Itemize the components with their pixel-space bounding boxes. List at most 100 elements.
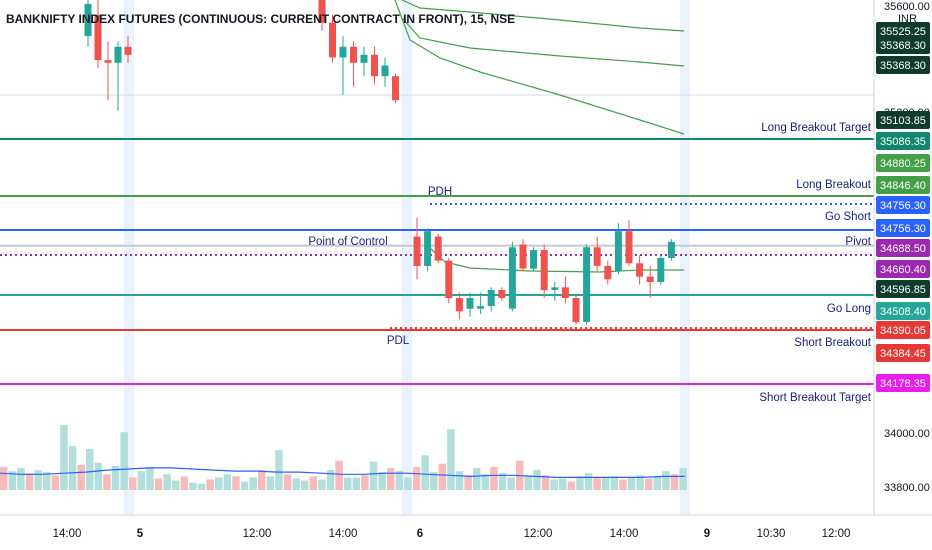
session-band [402, 0, 412, 515]
moving-average-line [401, 0, 685, 32]
volume-bar [318, 479, 326, 490]
volume-bar [51, 475, 60, 490]
candle-body [593, 247, 601, 266]
session-band [124, 0, 134, 515]
volume-bar [249, 477, 257, 490]
moving-average-line [394, 0, 685, 135]
volume-bar [627, 477, 636, 490]
price-axis: 35600.0035400.0035200.0034000.0033800.00… [873, 0, 932, 515]
candle-body [667, 241, 675, 258]
level-label: Long Breakout [796, 179, 872, 191]
volume-bar [507, 477, 515, 490]
volume-bar [103, 474, 111, 490]
volume-bar [163, 474, 171, 490]
price-badge [876, 260, 930, 278]
candle-body [583, 247, 591, 323]
price-badge [876, 374, 930, 392]
price-badge-label: 34660.40 [880, 264, 926, 276]
price-badge-label: 34880.25 [880, 158, 926, 170]
volume-bar [206, 479, 214, 490]
volume-bar [490, 466, 498, 490]
candle-body [104, 60, 112, 63]
volume-bar [387, 467, 395, 490]
volume-bar [636, 475, 644, 490]
price-badge [876, 280, 930, 298]
price-badge-label: 34688.50 [880, 243, 926, 255]
volume-ma-line [0, 467, 685, 478]
volume-bar [533, 470, 541, 490]
price-badge [876, 22, 930, 40]
level-label: Pivot [845, 236, 871, 248]
candle-body [519, 244, 527, 269]
volume-bar [154, 478, 163, 490]
moving-average-line [429, 247, 684, 273]
volume-bar [146, 466, 154, 490]
volume-bar [120, 432, 128, 490]
volume-bar [180, 476, 189, 490]
candle-body [487, 290, 495, 307]
price-badge [876, 302, 930, 320]
volume-bar [137, 471, 146, 490]
price-badge-label: 34178.35 [880, 378, 926, 390]
price-badge-label: 34390.05 [880, 325, 926, 337]
level-label: Long Breakout Target [761, 122, 872, 134]
currency-label-box: INR [898, 13, 917, 25]
time-tick-label: 14:00 [329, 528, 358, 540]
volume-bar [223, 474, 232, 490]
time-tick-label: 12:00 [822, 528, 851, 540]
time-tick-label: 6 [417, 528, 423, 540]
candle-body [604, 265, 612, 280]
volume-bar [232, 476, 240, 490]
volume-bar [301, 480, 309, 490]
price-badge-label: 35368.30 [880, 40, 926, 52]
time-axis: 14:00 5 12:00 14:00 6 12:00 14:00 9 10:30 12:00 [0, 514, 932, 540]
price-badge-label: 34596.85 [880, 284, 926, 296]
candle-body [360, 54, 368, 63]
volume-bar [653, 476, 662, 490]
candle-body [434, 236, 442, 261]
candle-body [646, 276, 654, 282]
price-badge [876, 239, 930, 257]
volume-bar [86, 449, 94, 490]
volume-bar [258, 470, 266, 490]
price-badge [876, 344, 930, 362]
volume-bar [584, 473, 593, 490]
volume-bar [541, 475, 550, 490]
volume-bar [197, 483, 206, 490]
volume-bar [395, 471, 404, 490]
volume-bar [593, 477, 601, 490]
volume-bar [43, 472, 51, 490]
price-badge-label: 34846.40 [880, 180, 926, 192]
volume-bar [111, 465, 120, 490]
time-tick-label: 14:00 [610, 528, 639, 540]
volume-bar [662, 471, 670, 490]
price-badge-label: 34756.30 [880, 223, 926, 235]
volume-bar [77, 464, 85, 490]
chart-title: BANKNIFTY INDEX FUTURES (CONTINUOUS: CUR… [6, 12, 515, 26]
volume-pane [0, 424, 687, 490]
price-badge-label: 34756.30 [880, 200, 926, 212]
level-label: Short Breakout [794, 337, 872, 349]
level-label: Go Short [825, 211, 872, 223]
candle-body [477, 306, 485, 309]
candle-body [561, 287, 569, 299]
level-label: PDL [387, 335, 410, 347]
time-tick-label: 12:00 [524, 528, 553, 540]
price-badge [876, 176, 930, 194]
volume-bar [25, 473, 34, 490]
volume-bar [430, 472, 438, 490]
candle-body [84, 4, 92, 37]
candle-body [413, 236, 421, 266]
candle-body [381, 65, 389, 77]
price-badge [876, 196, 930, 214]
candle-body [114, 46, 122, 63]
volume-bar [576, 476, 584, 490]
volume-bar [344, 477, 352, 490]
volume-bar [481, 474, 490, 490]
volume-bar [412, 466, 421, 490]
candle-body [572, 298, 580, 323]
price-badge-label: 34508.40 [880, 306, 926, 318]
candle-body [445, 260, 453, 299]
